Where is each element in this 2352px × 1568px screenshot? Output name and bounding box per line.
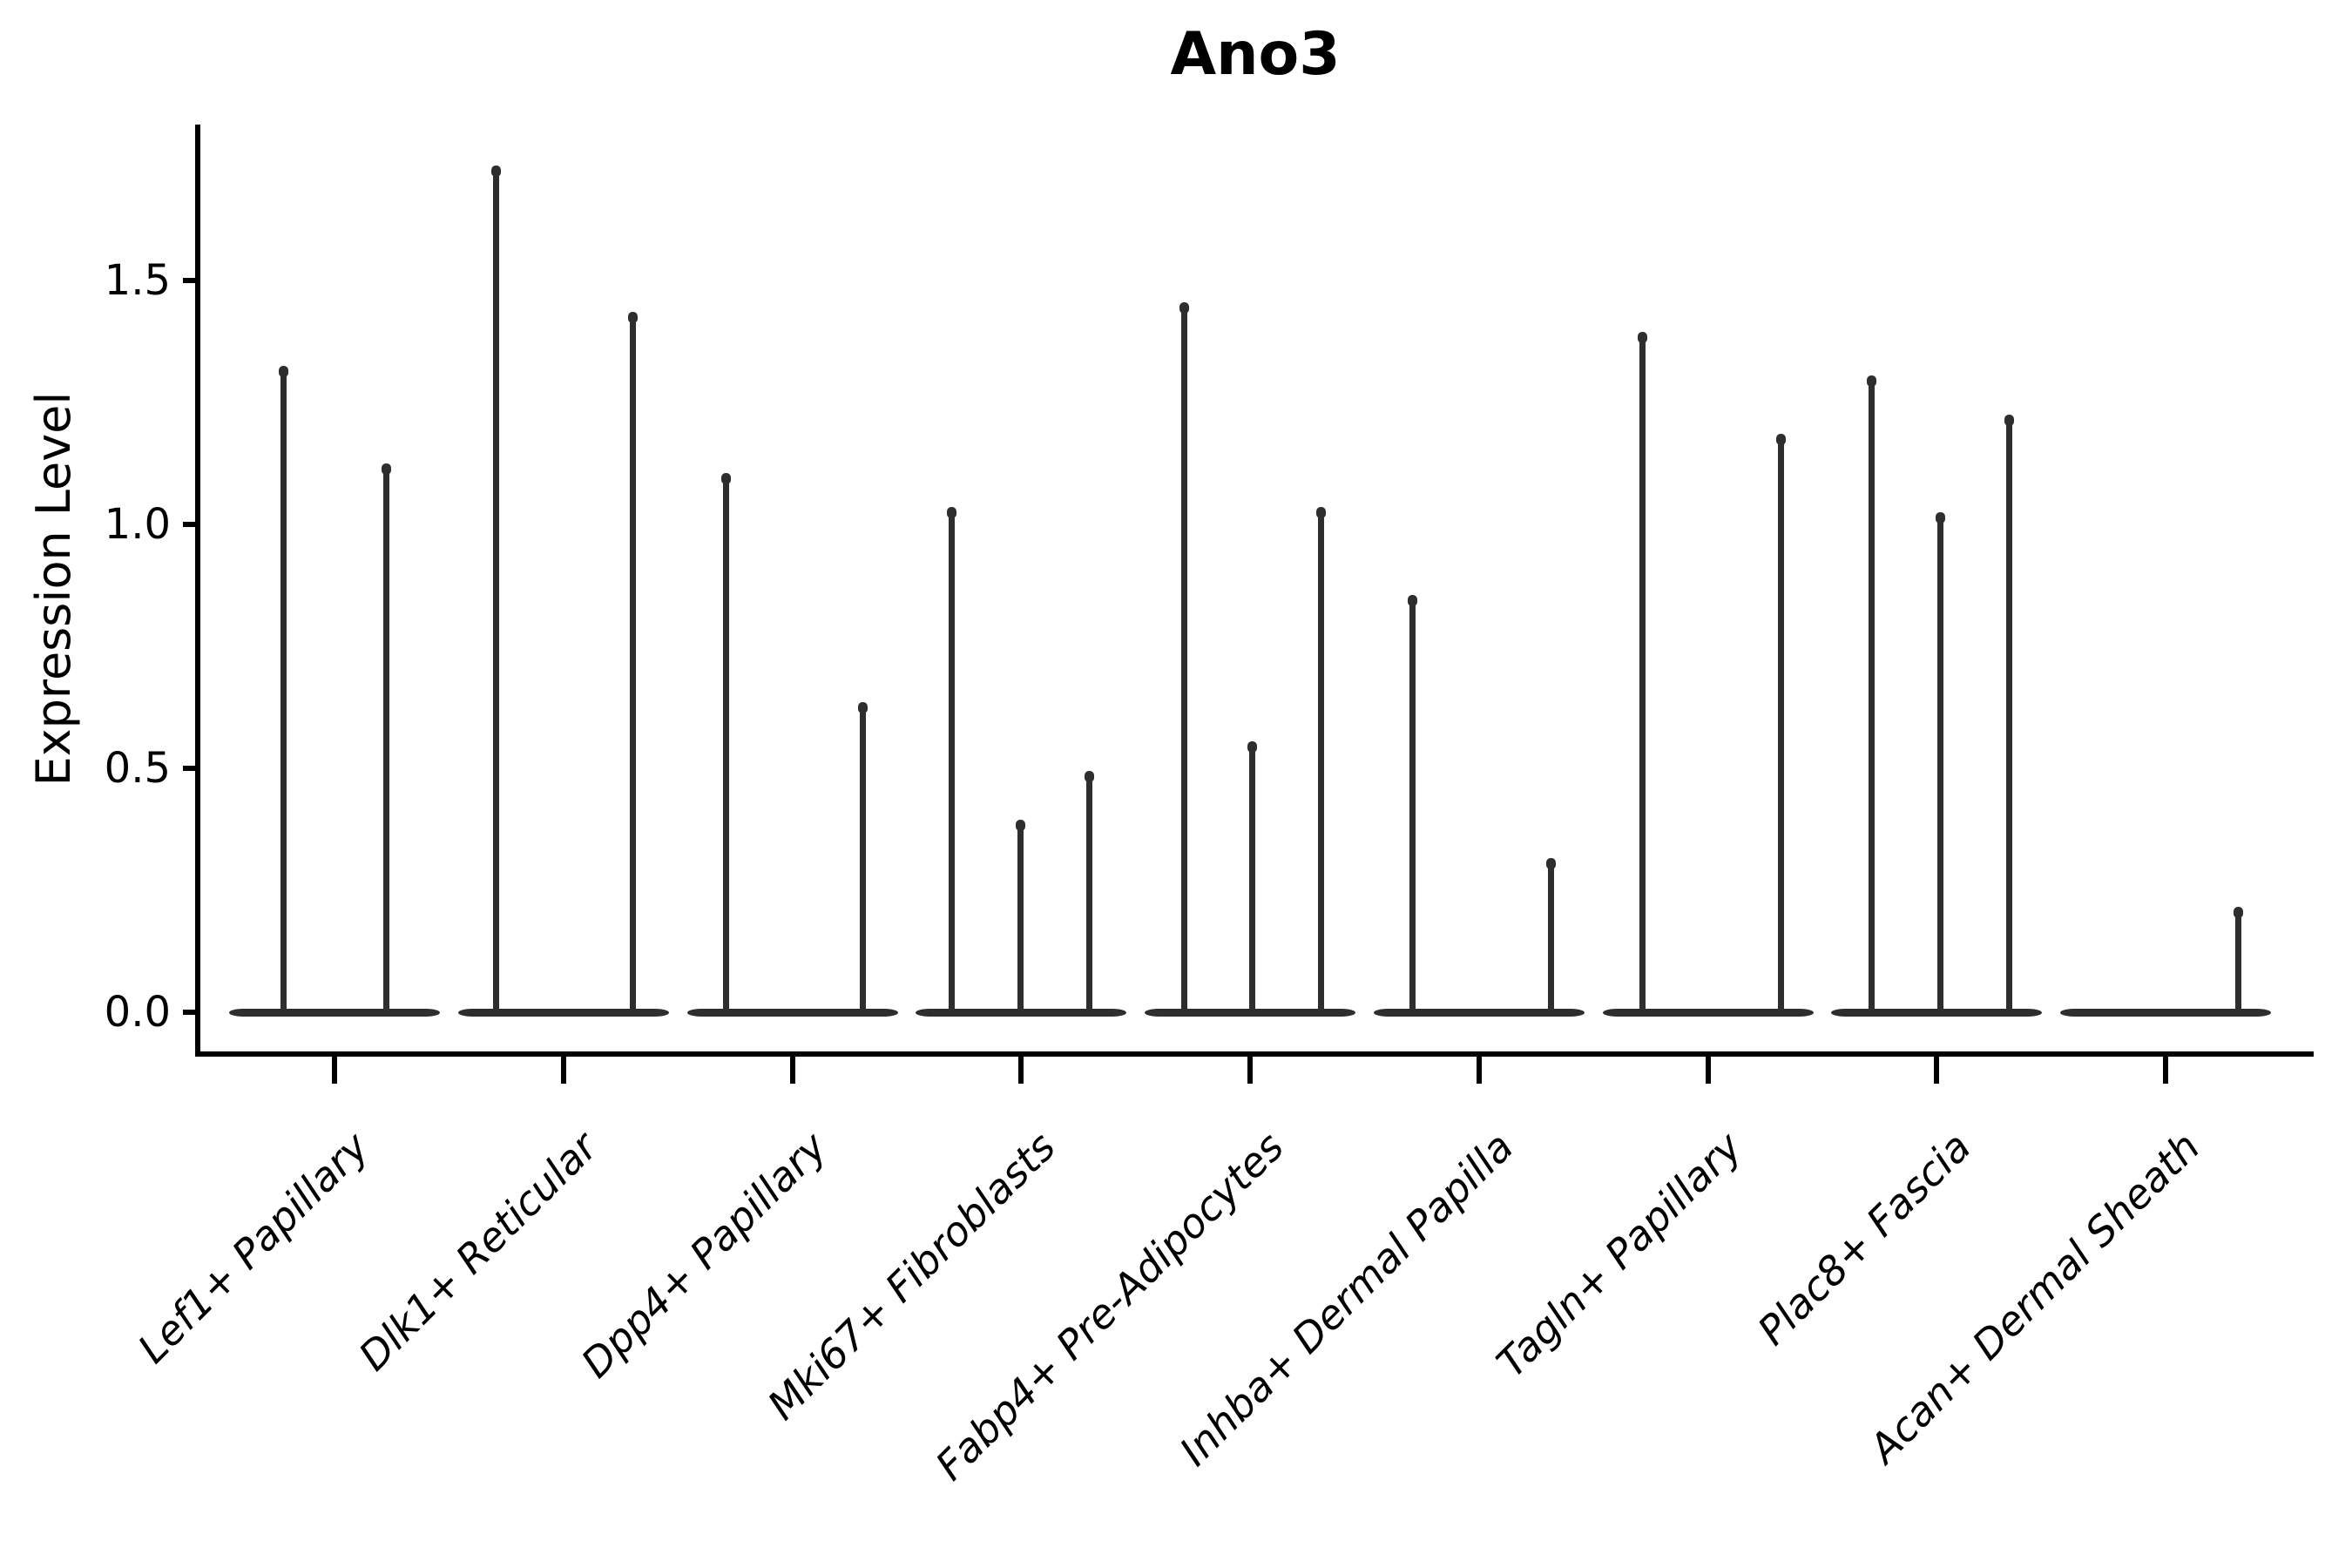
y-tick-label: 0.5 [104,744,171,793]
violin-spike [280,368,287,1012]
violin-spike-cap [1407,595,1417,606]
y-tick-label: 0.0 [104,988,171,1037]
x-tick-mark [1934,1056,1939,1084]
x-tick-mark [790,1056,795,1084]
violin-spike [2234,909,2241,1012]
y-tick-mark [183,522,196,527]
violin-spike-cap [946,507,956,519]
violin-spike [1248,744,1255,1012]
y-axis-spine [195,125,200,1056]
x-category-label: Dlk1+ Reticular [349,1123,607,1380]
violin-baseline [229,1009,440,1017]
y-tick-mark [183,766,196,771]
x-tick-mark [1477,1056,1482,1084]
violin-spike-cap [1775,434,1786,446]
violin-spike-cap [1315,507,1326,519]
violin-spike [1777,436,1784,1012]
violin-spike-cap [720,473,731,484]
violin-spike [1936,514,1943,1012]
violin-baseline [1374,1009,1585,1017]
violin-spike [1317,510,1324,1012]
violin-baseline [1145,1009,1355,1017]
violin-spike [1639,334,1646,1012]
violin-spike [1085,773,1092,1012]
violin-spike-cap [1015,819,1025,831]
x-tick-mark [561,1056,566,1084]
x-category-label: Tagln+ Papillary [1488,1123,1752,1387]
violin-spike [1409,598,1416,1012]
x-axis-spine [195,1051,2314,1057]
violin-spike [1547,861,1554,1012]
violin-spike [1180,305,1187,1012]
x-tick-mark [332,1056,337,1084]
violin-spike-cap [1866,375,1876,387]
violin-baseline [1603,1009,1814,1017]
violin-spike-cap [1935,511,1945,524]
x-tick-mark [1018,1056,1024,1084]
violin-spike-cap [1637,331,1647,343]
violin-spike [1868,378,1875,1012]
violin-spike-cap [1247,741,1257,753]
violin-spike [2005,416,2012,1012]
violin-baseline [916,1009,1126,1017]
violin-spike [722,476,729,1012]
violin-spike-cap [278,365,288,377]
violin-spike-cap [2233,907,2243,919]
violin-spike [629,314,636,1012]
violin-baseline [2060,1009,2271,1017]
x-tick-mark [1247,1056,1253,1084]
y-axis-label: Expression Level [26,391,81,787]
y-tick-label: 1.0 [104,500,171,549]
violin-spike-cap [857,702,868,714]
x-tick-mark [1706,1056,1711,1084]
violin-spike-cap [381,463,391,475]
violin-spike [492,168,499,1012]
violin-spike-cap [1084,770,1094,782]
x-tick-mark [2163,1056,2168,1084]
violin-spike-cap [627,312,638,324]
x-category-label: Dpp4+ Papillary [571,1123,836,1387]
violin-baseline [687,1009,898,1017]
y-tick-mark [183,278,196,283]
violin-spike [859,705,866,1012]
y-tick-label: 1.5 [104,256,171,305]
violin-spike-cap [1179,302,1189,314]
y-tick-mark [183,1010,196,1015]
violin-baseline [1831,1009,2042,1017]
violin-spike [1017,821,1024,1012]
violin-spike-cap [1545,858,1556,870]
x-category-label: Plac8+ Fascia [1747,1123,1980,1355]
violin-spike-cap [490,166,501,178]
violin-spike-cap [2004,414,2014,426]
chart-title: Ano3 [1170,20,1341,89]
violin-baseline [458,1009,669,1017]
violin-spike [948,510,955,1012]
x-category-label: Lef1+ Papillary [128,1123,378,1373]
violin-spike [382,465,389,1012]
